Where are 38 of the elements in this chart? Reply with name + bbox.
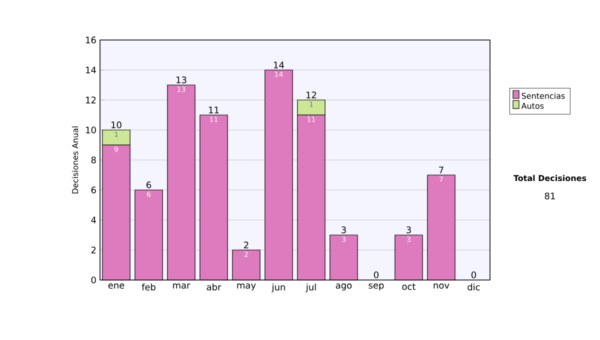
x-tick-label: nov	[434, 284, 450, 289]
y-tick-label: 14	[86, 66, 96, 74]
y-tick-label: 8	[91, 156, 96, 164]
text: 81	[544, 192, 555, 200]
total-label: 10	[112, 121, 122, 128]
total-label: 0	[471, 271, 476, 278]
x-tick-label: may	[237, 284, 256, 290]
x-tick-label: jun	[272, 284, 285, 292]
total-label: 3	[342, 226, 346, 234]
total-label: 0	[374, 271, 379, 278]
y-tick-label: 2	[91, 246, 96, 254]
x-tick-label: oct	[402, 284, 416, 290]
x-tick-label: dic	[468, 284, 480, 290]
y-tick-label: 12	[86, 96, 96, 104]
x-tick-label: mar	[173, 284, 190, 289]
y-tick-label: 10	[86, 126, 96, 134]
x-tick-label: abr	[206, 284, 222, 290]
y-axis-title: Decisiones Anual	[72, 126, 78, 194]
total-label: 12	[306, 92, 316, 98]
x-tick-label: sep	[368, 284, 384, 290]
total-label: 13	[176, 76, 186, 84]
total-label: 3	[406, 226, 411, 234]
x-tick-label: ene	[108, 284, 124, 289]
total-label: 6	[146, 181, 152, 188]
x-tick-label: ago	[336, 284, 352, 290]
total-label: 11	[209, 106, 219, 114]
y-tick-label: 6	[91, 186, 96, 194]
total-label: 14	[274, 62, 284, 68]
legend-label: Autos	[521, 102, 544, 109]
total-label: 2	[244, 242, 248, 248]
y-tick-label: 4	[91, 216, 96, 224]
x-tick-label: feb	[142, 284, 156, 290]
x-tick-label: jul	[306, 284, 316, 292]
y-tick-label: 0	[91, 276, 96, 284]
legend-label: Sentencias	[522, 92, 565, 99]
y-tick-label: 16	[86, 36, 96, 44]
text: Total Decisiones	[513, 174, 586, 182]
total-label: 7	[439, 166, 444, 174]
